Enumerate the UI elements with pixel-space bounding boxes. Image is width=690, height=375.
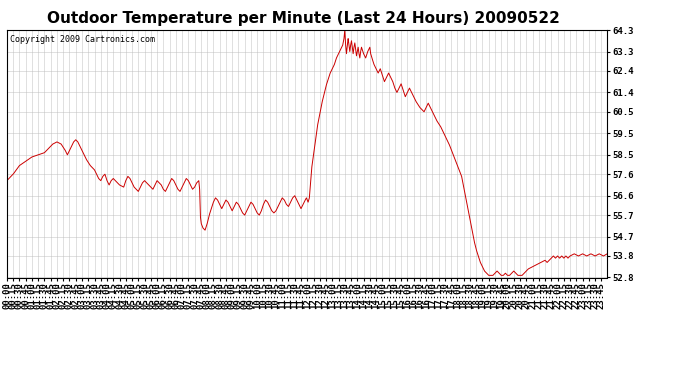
Text: Copyright 2009 Cartronics.com: Copyright 2009 Cartronics.com bbox=[10, 35, 155, 44]
Text: Outdoor Temperature per Minute (Last 24 Hours) 20090522: Outdoor Temperature per Minute (Last 24 … bbox=[47, 11, 560, 26]
